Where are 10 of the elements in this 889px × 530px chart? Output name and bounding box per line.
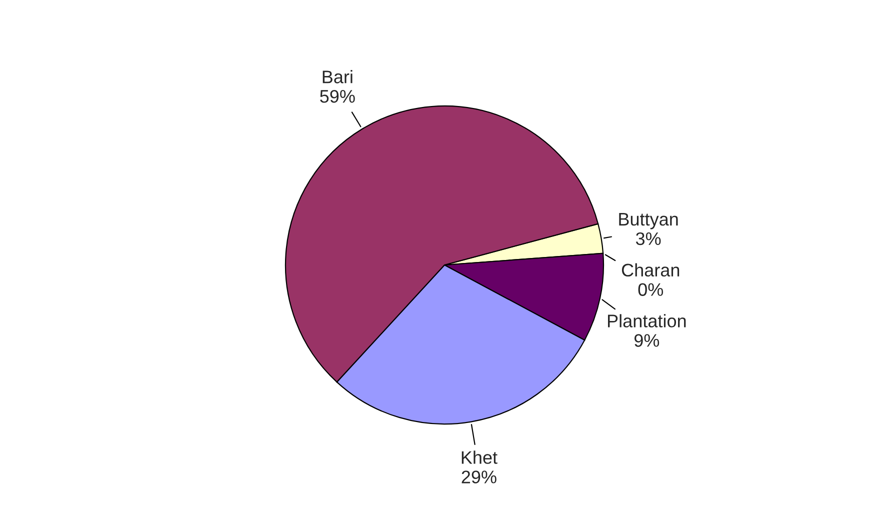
slice-label: Bari	[322, 70, 352, 84]
slice-label: Plantation	[608, 314, 686, 328]
data-label: 59%	[320, 90, 355, 103]
slice-label: Khet	[462, 450, 498, 464]
data-label: 9%	[634, 334, 660, 347]
data-label: 29%	[462, 470, 496, 484]
text: 0%	[638, 283, 664, 296]
legend-label: Charan	[622, 263, 680, 277]
data-label: 3%	[636, 232, 661, 246]
slice-label: Buttyan	[619, 213, 678, 230]
